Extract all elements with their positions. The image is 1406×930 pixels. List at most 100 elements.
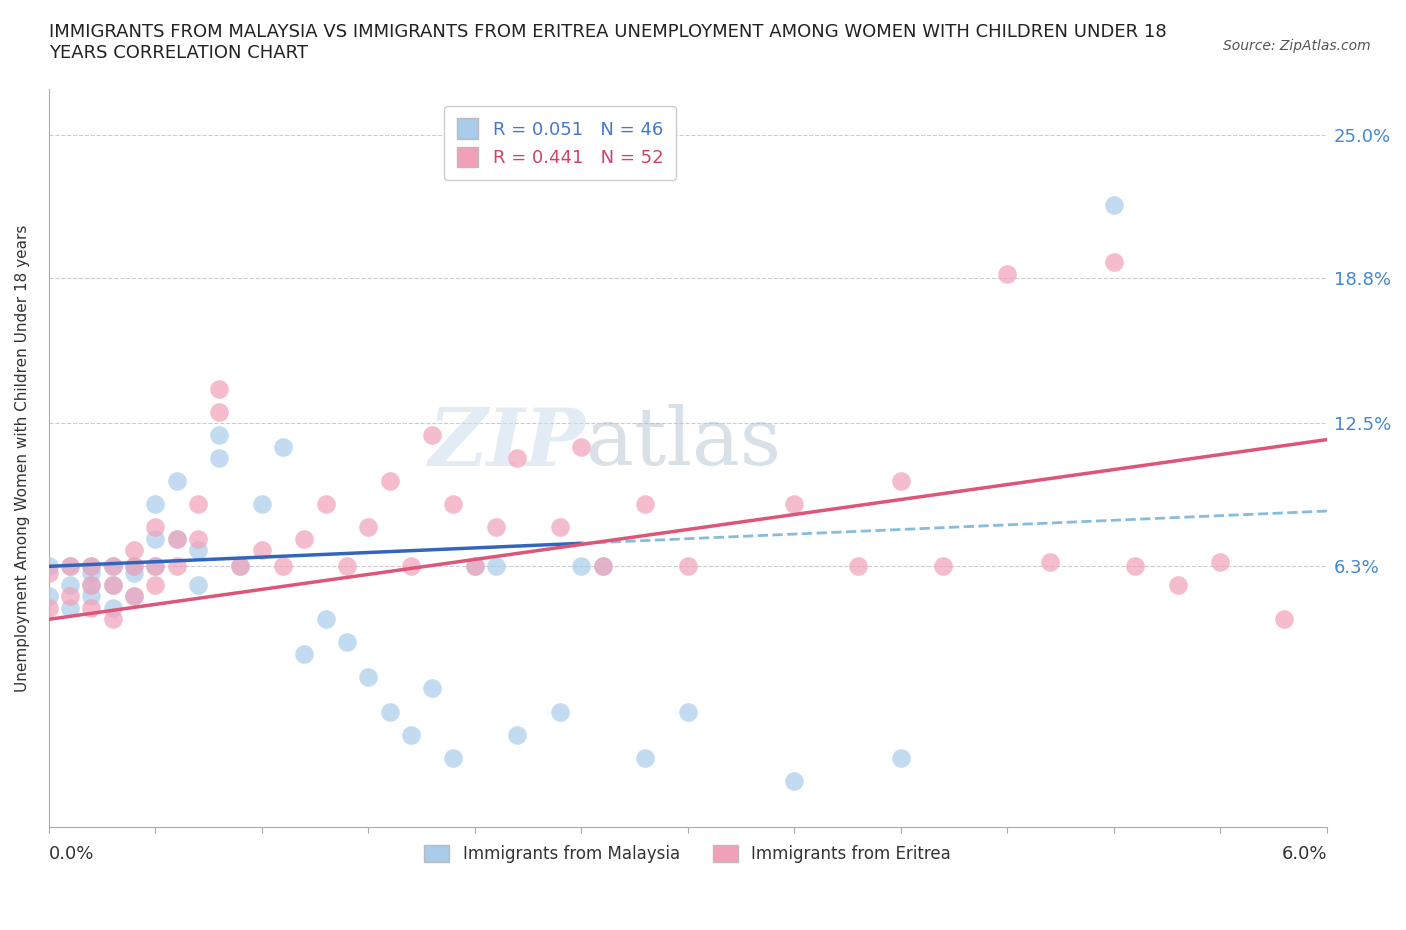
Point [336,635,359,650]
Point [143,578,166,592]
Point [420,428,443,443]
Point [378,473,401,488]
Point [101,578,124,592]
Point [80,601,103,616]
Point [101,612,124,627]
Point [101,559,124,574]
Point [143,559,166,574]
Point [357,520,380,535]
Point [122,559,145,574]
Point [548,704,571,719]
Point [80,559,103,574]
Point [143,497,166,512]
Point [80,578,103,592]
Point [187,578,209,592]
Point [122,543,145,558]
Point [250,543,273,558]
Point [101,601,124,616]
Point [250,497,273,512]
Point [80,565,103,580]
Point [122,559,145,574]
Point [143,559,166,574]
Point [1167,578,1189,592]
Point [548,520,571,535]
Point [1123,559,1146,574]
Point [80,589,103,604]
Point [443,751,465,765]
Point [143,531,166,546]
Point [783,773,806,788]
Point [59,601,82,616]
Point [846,559,869,574]
Point [506,727,529,742]
Point [208,428,231,443]
Point [592,559,614,574]
Point [1102,197,1125,212]
Point [59,559,82,574]
Point [932,559,955,574]
Point [1272,612,1295,627]
Point [166,531,188,546]
Text: 6.0%: 6.0% [1281,845,1327,863]
Point [292,646,315,661]
Point [38,589,60,604]
Point [208,451,231,466]
Point [166,531,188,546]
Point [464,559,486,574]
Point [485,559,508,574]
Point [38,565,60,580]
Point [399,559,422,574]
Point [101,559,124,574]
Point [122,565,145,580]
Point [443,497,465,512]
Text: Source: ZipAtlas.com: Source: ZipAtlas.com [1223,39,1371,53]
Legend: Immigrants from Malaysia, Immigrants from Eritrea: Immigrants from Malaysia, Immigrants fro… [418,839,957,870]
Point [59,578,82,592]
Point [229,559,252,574]
Point [271,559,294,574]
Point [399,727,422,742]
Point [292,531,315,546]
Point [122,589,145,604]
Point [1209,554,1232,569]
Point [315,612,337,627]
Point [101,578,124,592]
Point [592,559,614,574]
Point [464,559,486,574]
Point [634,497,657,512]
Text: ZIP: ZIP [429,405,585,482]
Point [59,559,82,574]
Point [208,405,231,419]
Point [187,497,209,512]
Point [890,751,912,765]
Point [59,589,82,604]
Point [569,559,592,574]
Point [890,473,912,488]
Point [143,520,166,535]
Point [187,543,209,558]
Point [1102,255,1125,270]
Point [38,601,60,616]
Point [485,520,508,535]
Text: atlas: atlas [585,405,780,483]
Point [378,704,401,719]
Point [208,381,231,396]
Point [1039,554,1062,569]
Point [783,497,806,512]
Point [122,589,145,604]
Text: 0.0%: 0.0% [49,845,94,863]
Point [38,559,60,574]
Text: IMMIGRANTS FROM MALAYSIA VS IMMIGRANTS FROM ERITREA UNEMPLOYMENT AMONG WOMEN WIT: IMMIGRANTS FROM MALAYSIA VS IMMIGRANTS F… [49,23,1167,62]
Point [676,559,699,574]
Point [420,681,443,696]
Point [676,704,699,719]
Point [80,559,103,574]
Point [357,670,380,684]
Point [336,559,359,574]
Point [166,473,188,488]
Point [271,439,294,454]
Point [569,439,592,454]
Point [995,266,1018,281]
Point [166,559,188,574]
Point [506,451,529,466]
